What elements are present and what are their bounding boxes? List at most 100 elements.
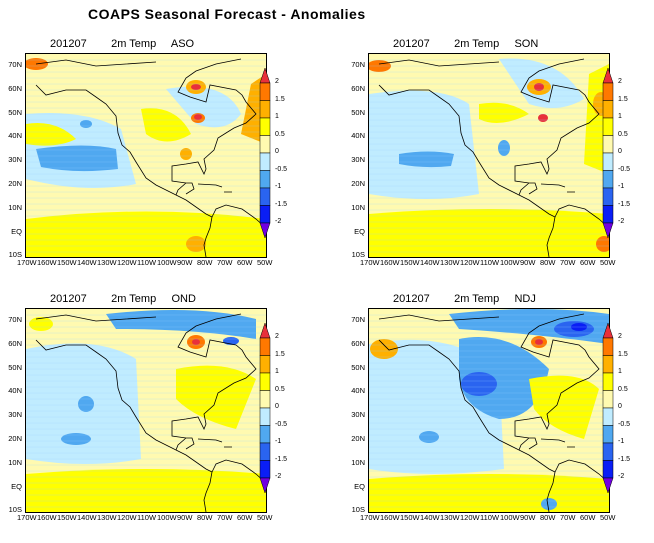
colorbar-label: -2 — [275, 218, 282, 225]
lon-tick-label: 120W — [460, 513, 480, 522]
lon-tick-label: 170W — [360, 513, 380, 522]
lon-tick-label: 160W — [37, 513, 57, 522]
colorbar-label: -0.5 — [618, 420, 631, 428]
colorbar-label: -1.5 — [618, 455, 631, 463]
lon-tick-label: 100W — [500, 258, 520, 267]
colorbar-label: 1 — [275, 368, 279, 375]
lat-tick-label: 70N — [351, 60, 365, 69]
colorbar: 2 1.5 1 0.5 0 -0.5 -1 -1.5 -2 — [598, 323, 643, 493]
colorbar: 2 1.5 1 0.5 0 -0.5 -1 -1.5 -2 — [598, 68, 643, 238]
lon-tick-label: 50W — [257, 258, 273, 267]
colorbar-label: 1 — [618, 368, 622, 375]
lat-tick-label: 70N — [8, 60, 22, 69]
colorbar-label: 1.5 — [275, 350, 285, 358]
lon-tick-label: 100W — [500, 513, 520, 522]
colorbar-label: 0.5 — [275, 385, 285, 393]
lon-tick-label: 130W — [97, 258, 117, 267]
lon-tick-label: 100W — [157, 513, 177, 522]
colorbar-label: 1.5 — [275, 95, 285, 103]
colorbar-label: -0.5 — [275, 420, 288, 428]
lon-tick-label: 140W — [77, 258, 97, 267]
lat-tick-label: 20N — [351, 179, 365, 188]
lon-tick-label: 60W — [580, 258, 596, 267]
lon-tick-label: 70W — [560, 513, 576, 522]
colorbar-label: 2 — [275, 333, 279, 340]
lon-tick-label: 160W — [380, 258, 400, 267]
lat-tick-label: 30N — [351, 410, 365, 420]
lat-tick-label: 60N — [351, 338, 365, 348]
coastline — [35, 84, 267, 258]
lon-tick-label: 50W — [600, 513, 616, 522]
lon-tick-label: 120W — [460, 258, 480, 267]
colorbar-label: 2 — [275, 78, 279, 85]
lat-tick-label: 40N — [8, 131, 22, 141]
lon-tick-label: 70W — [217, 513, 233, 522]
colorbar-label: 1.5 — [618, 95, 628, 103]
lat-tick-label: 10N — [351, 457, 365, 467]
lat-tick-label: 50N — [8, 107, 22, 117]
panel-title: 201207 2m Temp NDJ — [393, 293, 536, 305]
lon-tick-label: 60W — [237, 513, 253, 522]
lat-tick-label: 10S — [8, 505, 22, 515]
lon-tick-label: 120W — [117, 513, 137, 522]
map-panel-aso: 201207 2m Temp ASO 70N 60N 50N 40N 30N 20N 10N… — [0, 38, 300, 288]
colorbar-label: 0 — [618, 403, 622, 410]
colorbar: 2 1.5 1 0.5 0 -0.5 -1 -1.5 -2 — [255, 323, 300, 493]
colorbar: 2 1.5 1 0.5 0 -0.5 -1 -1.5 -2 — [255, 68, 300, 238]
anomaly-map — [368, 308, 610, 513]
lat-tick-label: 30N — [8, 410, 22, 420]
anomaly-map — [367, 53, 612, 258]
lon-tick-label: 120W — [117, 258, 137, 267]
panel-title: 201207 2m Temp OND — [50, 293, 196, 305]
lat-tick-label: 10N — [8, 457, 22, 467]
anomaly-map — [24, 53, 267, 258]
coastline — [35, 339, 267, 513]
panel-title: 201207 2m Temp ASO — [50, 38, 195, 50]
map-panel-ond: 201207 2m Temp OND 70N 60N 50N 40N 30N 20N 10N… — [0, 293, 300, 543]
colorbar-label: -1.5 — [618, 200, 631, 208]
lat-tick-label: 60N — [8, 83, 22, 93]
colorbar-label: -1 — [618, 183, 625, 190]
colorbar-label: 2 — [618, 78, 622, 85]
lat-tick-label: 40N — [351, 131, 365, 141]
lat-tick-label: 20N — [8, 179, 22, 188]
lon-tick-label: 60W — [237, 258, 253, 267]
lon-tick-label: 50W — [257, 513, 273, 522]
coastline — [35, 58, 257, 196]
lon-tick-label: 170W — [17, 513, 37, 522]
lat-tick-label: 50N — [351, 107, 365, 117]
map-panel-ndj: 201207 2m Temp NDJ 70N 60N 50N 40N 30N 20N 10N… — [343, 293, 643, 543]
lon-tick-label: 50W — [600, 258, 616, 267]
lon-tick-label: 140W — [420, 258, 440, 267]
lat-tick-label: 20N — [8, 434, 22, 443]
lon-tick-label: 90W — [520, 258, 536, 267]
lat-tick-label: 30N — [8, 155, 22, 165]
lon-tick-label: 70W — [217, 258, 233, 267]
lon-tick-label: 150W — [57, 513, 77, 522]
lon-tick-label: 70W — [560, 258, 576, 267]
coastline — [378, 58, 600, 196]
colorbar-label: 0.5 — [618, 385, 628, 393]
lat-tick-label: 50N — [8, 362, 22, 372]
coastline — [378, 313, 600, 451]
colorbar-label: -1.5 — [275, 455, 288, 463]
colorbar-label: 0 — [275, 148, 279, 155]
lat-tick-label: 50N — [351, 362, 365, 372]
lat-tick-label: EQ — [11, 481, 22, 491]
colorbar-label: -1 — [618, 438, 625, 445]
lon-tick-label: 80W — [197, 258, 213, 267]
colorbar-label: -1.5 — [275, 200, 288, 208]
lat-tick-label: 30N — [351, 155, 365, 165]
lon-tick-label: 160W — [380, 513, 400, 522]
lat-tick-label: 10S — [351, 505, 365, 515]
lon-tick-label: 90W — [177, 513, 193, 522]
colorbar-label: 1 — [275, 113, 279, 120]
colorbar-label: 1 — [618, 113, 622, 120]
colorbar-label: 1.5 — [618, 350, 628, 358]
lat-tick-label: EQ — [354, 481, 365, 491]
lat-tick-label: 70N — [8, 315, 22, 324]
colorbar-label: 2 — [618, 333, 622, 340]
anomaly-map — [25, 308, 267, 513]
lat-tick-label: 60N — [351, 83, 365, 93]
lat-tick-label: 10S — [8, 250, 22, 260]
